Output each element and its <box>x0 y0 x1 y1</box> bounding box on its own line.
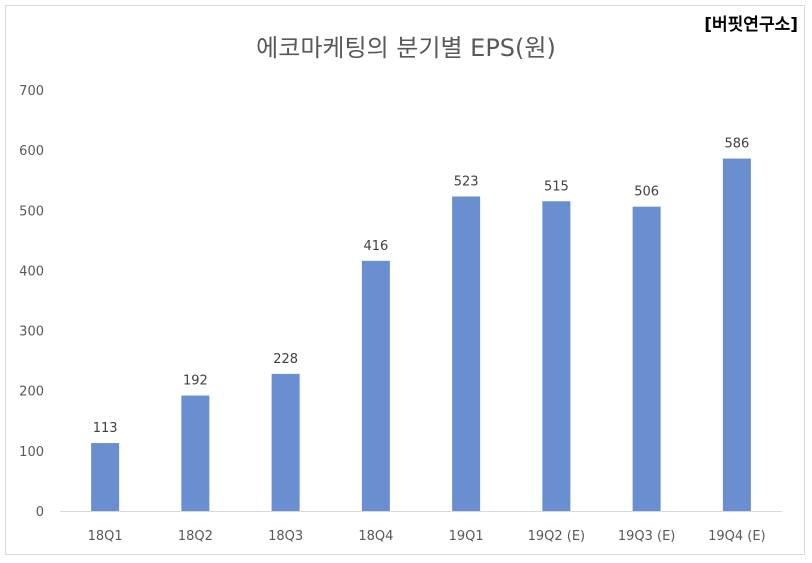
y-tick-label: 600 <box>19 144 44 159</box>
y-tick-label: 300 <box>19 325 44 340</box>
bar <box>452 196 481 511</box>
data-label: 506 <box>634 185 659 200</box>
bars <box>91 158 751 512</box>
x-tick-label: 18Q3 <box>268 529 303 544</box>
bar <box>542 201 571 511</box>
bar <box>632 206 661 512</box>
data-label: 228 <box>273 352 298 367</box>
data-label: 523 <box>454 174 479 189</box>
bar <box>361 260 390 511</box>
data-label: 416 <box>363 239 388 254</box>
bar <box>181 395 210 511</box>
x-tick-label: 18Q1 <box>88 529 123 544</box>
watermark: [버핏연구소] <box>704 15 798 35</box>
x-tick-label: 19Q1 <box>449 529 484 544</box>
data-label: 113 <box>93 421 118 436</box>
bar <box>722 158 751 511</box>
y-tick-label: 400 <box>19 264 44 279</box>
x-tick-label: 18Q2 <box>178 529 213 544</box>
x-tick-label: 18Q4 <box>358 529 393 544</box>
chart-frame <box>5 5 805 555</box>
data-label: 192 <box>183 374 208 389</box>
data-label: 586 <box>724 137 749 152</box>
x-tick-label: 19Q3 (E) <box>618 529 676 544</box>
y-tick-label: 200 <box>19 385 44 400</box>
y-tick-label: 0 <box>36 505 44 520</box>
y-tick-label: 100 <box>19 445 44 460</box>
data-label: 515 <box>544 179 569 194</box>
chart-title: 에코마케팅의 분기별 EPS(원) <box>256 34 556 62</box>
y-tick-label: 500 <box>19 204 44 219</box>
y-axis: 0 100 200 300 400 500 600 700 <box>19 84 44 520</box>
bar <box>271 373 300 511</box>
x-axis: 18Q1 18Q2 18Q3 18Q4 19Q1 19Q2 (E) 19Q3 (E) 19Q4… <box>88 529 766 544</box>
x-tick-label: 19Q2 (E) <box>528 529 586 544</box>
x-tick-label: 19Q4 (E) <box>708 529 766 544</box>
data-labels: 113 192 228 416 523 515 506 586 <box>93 137 750 436</box>
bar <box>91 443 120 511</box>
y-tick-label: 700 <box>19 84 44 99</box>
